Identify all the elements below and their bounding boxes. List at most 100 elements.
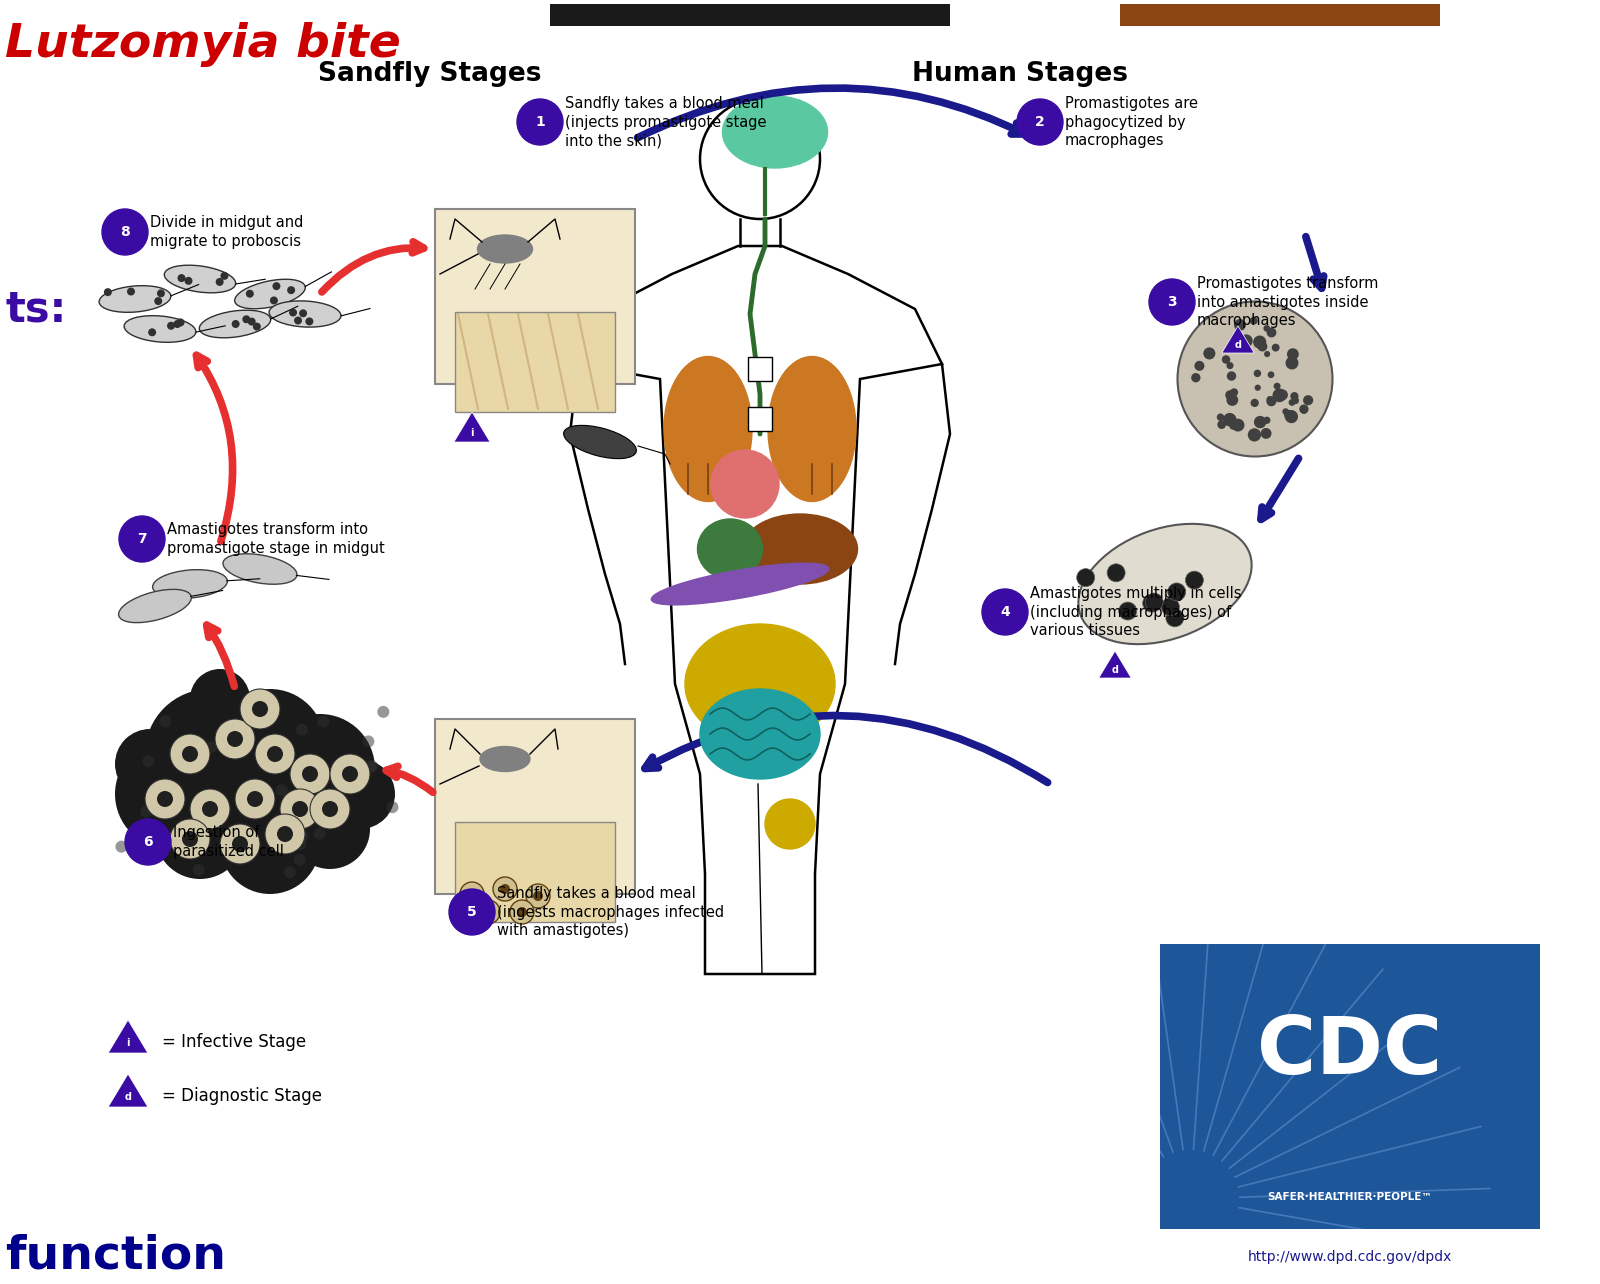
Circle shape [149,329,157,336]
Ellipse shape [698,519,763,579]
Circle shape [1274,383,1280,389]
Circle shape [115,841,128,853]
Text: 4: 4 [1000,605,1010,619]
Circle shape [1267,371,1274,377]
Circle shape [1203,348,1216,360]
Circle shape [387,801,398,813]
Circle shape [227,731,243,747]
Text: i: i [470,428,474,438]
Text: Promastigotes are
phagocytized by
macrophages: Promastigotes are phagocytized by macrop… [1066,96,1198,148]
Circle shape [1264,351,1270,357]
Circle shape [216,277,224,286]
Circle shape [267,746,283,761]
Circle shape [1107,564,1125,582]
Circle shape [461,882,483,907]
Circle shape [1218,420,1226,429]
FancyBboxPatch shape [435,719,635,894]
Circle shape [1149,279,1195,325]
Circle shape [294,854,306,865]
Circle shape [104,288,112,297]
Circle shape [221,794,320,894]
Text: Sandfly takes a blood meal
(ingests macrophages infected
with amastigotes): Sandfly takes a blood meal (ingests macr… [498,886,725,939]
Circle shape [314,828,325,840]
Text: Promastigotes transform
into amastigotes inside
macrophages: Promastigotes transform into amastigotes… [1197,276,1378,329]
Circle shape [118,516,165,562]
Circle shape [336,782,349,795]
Circle shape [517,99,563,145]
Ellipse shape [235,279,306,308]
Text: function: function [5,1234,226,1279]
Circle shape [1226,394,1238,406]
FancyBboxPatch shape [454,312,614,412]
Text: d: d [125,1093,131,1102]
Ellipse shape [685,624,835,743]
Circle shape [160,715,171,727]
Circle shape [1288,399,1296,406]
Text: ts:: ts: [5,288,66,330]
Text: Amastigotes multiply in cells
(including macrophages) of
various tissues: Amastigotes multiply in cells (including… [1030,586,1242,638]
Circle shape [294,316,302,325]
Circle shape [170,734,210,774]
FancyBboxPatch shape [1160,944,1539,1229]
Circle shape [235,779,275,819]
Text: d: d [1235,340,1242,351]
Circle shape [1146,593,1163,611]
Circle shape [450,889,494,935]
Ellipse shape [742,514,858,584]
Ellipse shape [768,357,856,502]
Circle shape [277,826,293,842]
Circle shape [306,317,314,325]
Circle shape [210,809,221,820]
Circle shape [1168,583,1186,601]
Circle shape [146,779,186,819]
Text: 5: 5 [467,905,477,919]
Circle shape [1232,419,1245,431]
Circle shape [1142,594,1160,612]
Circle shape [232,836,248,853]
Circle shape [182,831,198,847]
Circle shape [526,883,550,908]
Polygon shape [109,1019,147,1053]
Circle shape [214,690,325,799]
Circle shape [302,767,318,782]
Circle shape [166,322,174,330]
Circle shape [363,760,376,773]
Circle shape [168,745,181,758]
Ellipse shape [651,564,829,605]
Ellipse shape [1078,524,1251,645]
Text: 7: 7 [138,532,147,546]
Circle shape [157,791,173,808]
Circle shape [982,589,1027,636]
Circle shape [142,755,155,768]
Circle shape [125,819,171,865]
Circle shape [1261,428,1272,439]
Circle shape [190,788,230,829]
Circle shape [517,907,526,917]
Circle shape [1077,569,1094,587]
Ellipse shape [664,357,752,502]
FancyBboxPatch shape [550,4,950,26]
Circle shape [294,838,307,850]
Circle shape [173,320,181,327]
Circle shape [176,318,184,326]
Text: 6: 6 [142,835,154,849]
Ellipse shape [269,300,341,327]
Circle shape [1302,395,1314,406]
Circle shape [290,754,330,794]
Circle shape [184,277,192,285]
Text: = Infective Stage: = Infective Stage [162,1034,306,1052]
Circle shape [283,867,296,878]
Circle shape [170,729,310,869]
Circle shape [205,741,218,754]
Circle shape [1267,395,1274,403]
Circle shape [1264,325,1270,331]
Ellipse shape [480,746,530,772]
Text: = Diagnostic Stage: = Diagnostic Stage [162,1088,322,1106]
Circle shape [342,767,358,782]
FancyBboxPatch shape [435,209,635,384]
Circle shape [141,805,152,818]
Circle shape [1285,357,1299,370]
Text: http://www.dpd.cdc.gov/dpdx: http://www.dpd.cdc.gov/dpdx [1248,1251,1453,1263]
Circle shape [232,320,240,327]
Circle shape [154,297,162,306]
